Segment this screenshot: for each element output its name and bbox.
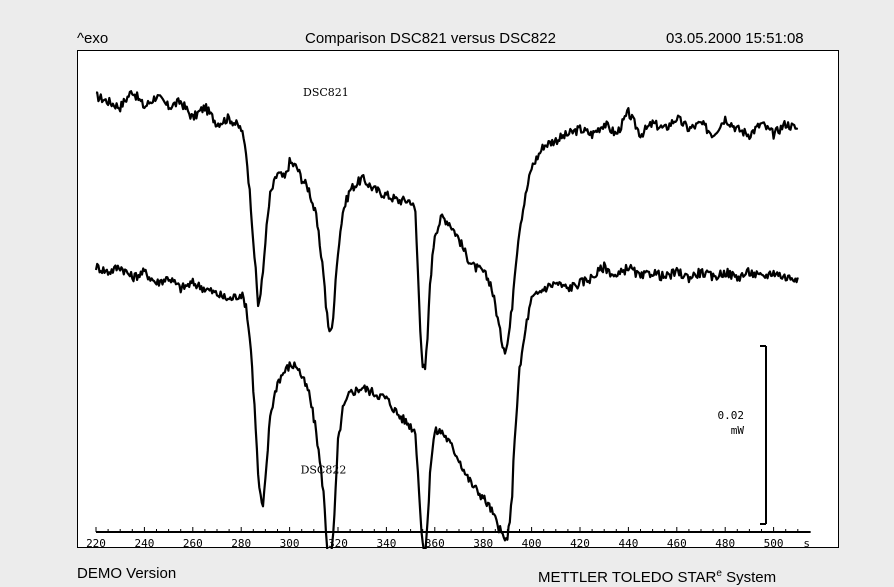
x-tick-label: 460: [667, 537, 687, 549]
x-tick-label: 440: [618, 537, 638, 549]
x-tick-label: 480: [715, 537, 735, 549]
series-label-dsc821: DSC821: [303, 86, 349, 99]
vendor-tail: System: [722, 569, 776, 586]
x-tick-label: 400: [522, 537, 542, 549]
dsc-curves-chart: 220 240 260 280 300 320 340 360 380 400 420 440 460 4…: [78, 51, 840, 549]
series-line-dsc822: [96, 263, 798, 550]
vendor-name: METTLER TOLEDO STAR: [538, 569, 716, 586]
plot-area: 220 240 260 280 300 320 340 360 380 400 420 440 460 4…: [77, 50, 839, 548]
x-tick-label: 420: [570, 537, 590, 549]
x-tick-label: 380: [473, 537, 493, 549]
x-tick-label: 220: [86, 537, 106, 549]
scale-bar-value: 0.02: [718, 409, 745, 422]
x-tick-label: 280: [231, 537, 251, 549]
x-tick-label: 340: [376, 537, 396, 549]
series-line-dsc821: [96, 91, 798, 369]
timestamp: 03.05.2000 15:51:08: [666, 30, 804, 48]
x-tick-label: 240: [134, 537, 154, 549]
x-tick-label: 300: [280, 537, 300, 549]
scale-bar-unit: mW: [731, 424, 745, 437]
chart-title: Comparison DSC821 versus DSC822: [305, 30, 556, 48]
series-label-dsc822: DSC822: [301, 463, 347, 476]
demo-version-label: DEMO Version: [77, 565, 176, 583]
x-tick-label: 500: [764, 537, 784, 549]
vendor-label: METTLER TOLEDO STARe System: [538, 565, 776, 587]
x-tick-label: 360: [425, 537, 445, 549]
x-unit-label: s: [803, 537, 810, 549]
exo-direction-label: ^exo: [77, 30, 108, 48]
x-tick-label: 260: [183, 537, 203, 549]
